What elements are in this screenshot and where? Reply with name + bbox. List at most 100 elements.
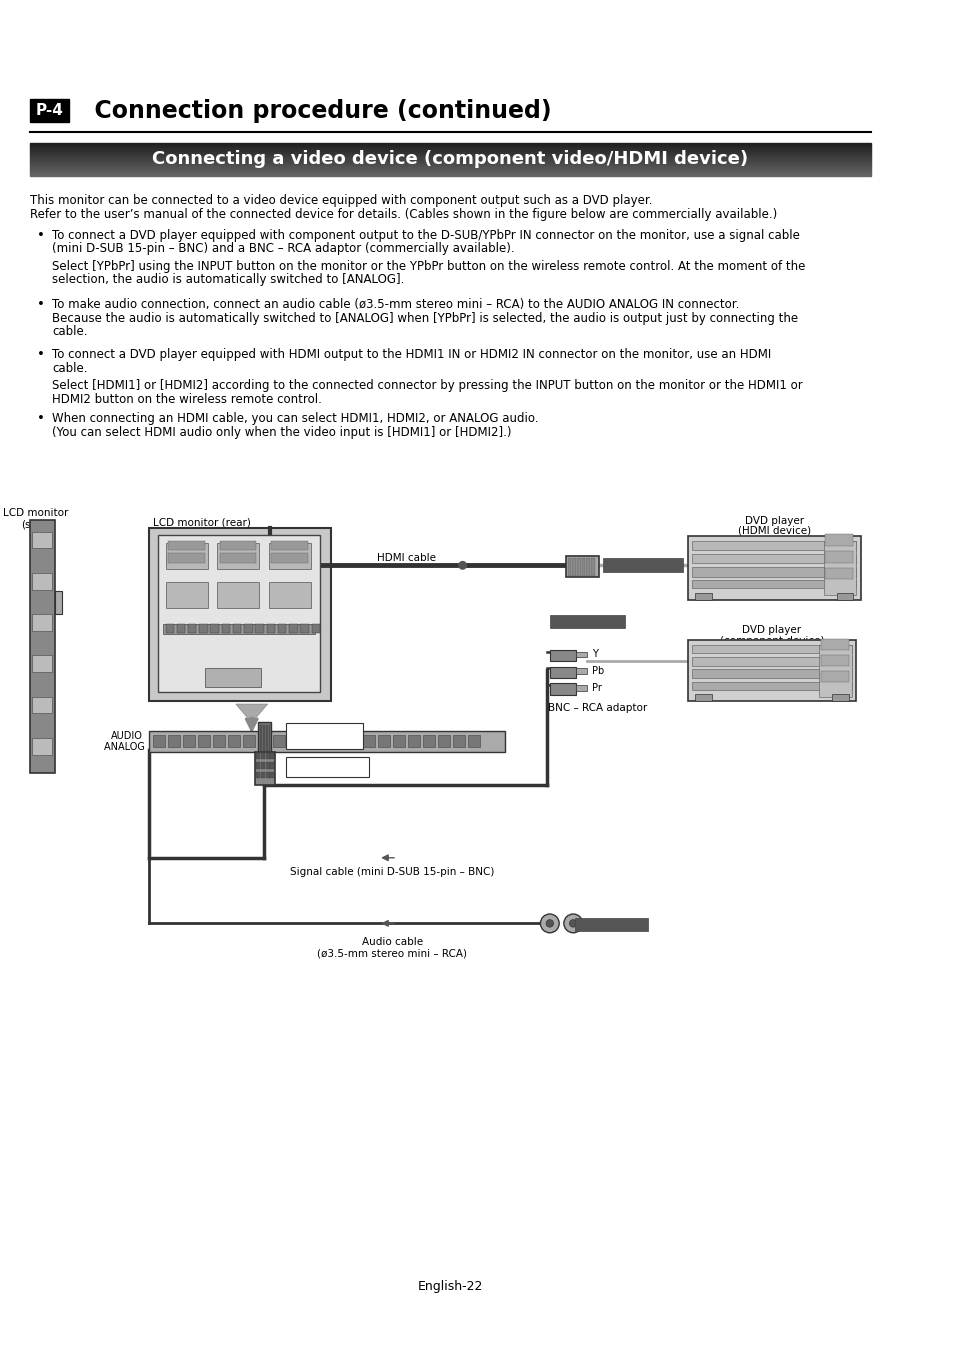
- Text: selection, the audio is automatically switched to [ANALOG].: selection, the audio is automatically sw…: [52, 273, 404, 286]
- Bar: [261, 763, 265, 768]
- Bar: [453, 734, 464, 747]
- Text: P-4: P-4: [35, 103, 63, 119]
- Bar: [30, 520, 55, 774]
- Text: To connect a DVD player equipped with component output to the D-SUB/YPbPr IN con: To connect a DVD player equipped with co…: [52, 230, 800, 242]
- Bar: [312, 625, 320, 633]
- Bar: [575, 918, 647, 932]
- Text: To video output: To video output: [550, 630, 624, 639]
- Bar: [269, 582, 311, 609]
- Text: Pb: Pb: [592, 667, 603, 676]
- Text: To HDMI output: To HDMI output: [605, 560, 679, 568]
- Text: To connect a DVD player equipped with HDMI output to the HDMI1 IN or HDMI2 IN co: To connect a DVD player equipped with HD…: [52, 348, 771, 362]
- Text: (You can select HDMI audio only when the video input is [HDMI1] or [HDMI2].): (You can select HDMI audio only when the…: [52, 425, 511, 439]
- Circle shape: [545, 919, 553, 927]
- Text: HDMI2 IN: HDMI2 IN: [301, 738, 348, 748]
- Text: To make audio connection, connect an audio cable (ø3.5-mm stereo mini – RCA) to : To make audio connection, connect an aud…: [52, 298, 739, 312]
- Bar: [32, 532, 52, 548]
- Text: LCD monitor (rear): LCD monitor (rear): [153, 517, 251, 528]
- Bar: [576, 668, 587, 674]
- Bar: [824, 568, 853, 579]
- Circle shape: [563, 914, 582, 933]
- Bar: [205, 668, 261, 687]
- Bar: [261, 753, 265, 759]
- Text: ANALOG IN: ANALOG IN: [104, 741, 158, 752]
- Text: cable.: cable.: [52, 362, 88, 375]
- Bar: [820, 655, 848, 666]
- Bar: [393, 734, 404, 747]
- Bar: [333, 734, 344, 747]
- Text: •: •: [37, 412, 45, 425]
- Circle shape: [458, 562, 466, 570]
- Bar: [153, 734, 165, 747]
- Bar: [258, 734, 270, 747]
- Bar: [831, 694, 848, 701]
- Bar: [176, 625, 185, 633]
- Text: (ø3.5-mm stereo mini – RCA): (ø3.5-mm stereo mini – RCA): [317, 949, 467, 958]
- Bar: [243, 734, 254, 747]
- Bar: [692, 645, 851, 653]
- Bar: [258, 722, 272, 752]
- Bar: [165, 543, 208, 570]
- Bar: [549, 649, 576, 662]
- Bar: [822, 541, 856, 595]
- Text: When connecting an HDMI cable, you can select HDMI1, HDMI2, or ANALOG audio.: When connecting an HDMI cable, you can s…: [52, 412, 538, 425]
- Bar: [32, 697, 52, 713]
- Bar: [289, 625, 297, 633]
- Bar: [363, 734, 375, 747]
- Bar: [256, 772, 260, 778]
- Text: DVD player: DVD player: [741, 625, 801, 636]
- Bar: [188, 625, 196, 633]
- Bar: [591, 558, 594, 575]
- Bar: [32, 738, 52, 755]
- Bar: [303, 734, 314, 747]
- Bar: [269, 543, 311, 570]
- Bar: [577, 558, 580, 575]
- Bar: [32, 655, 52, 672]
- Bar: [244, 625, 253, 633]
- Text: LCD monitor: LCD monitor: [4, 508, 69, 518]
- Bar: [288, 734, 299, 747]
- Bar: [256, 753, 260, 759]
- Bar: [576, 686, 587, 691]
- Bar: [272, 541, 308, 551]
- Bar: [286, 722, 363, 749]
- Bar: [165, 625, 173, 633]
- Bar: [572, 558, 576, 575]
- Bar: [549, 683, 576, 695]
- Text: BNC – RCA adaptor: BNC – RCA adaptor: [547, 703, 646, 713]
- Bar: [271, 753, 274, 759]
- Bar: [158, 536, 320, 691]
- Text: AUDIO: AUDIO: [112, 732, 143, 741]
- Bar: [820, 671, 848, 682]
- Bar: [423, 734, 434, 747]
- Polygon shape: [235, 705, 268, 717]
- Bar: [256, 763, 260, 768]
- Bar: [820, 640, 848, 649]
- Bar: [695, 694, 711, 701]
- Bar: [149, 732, 504, 752]
- Bar: [824, 551, 853, 563]
- Bar: [824, 535, 853, 545]
- Bar: [149, 528, 331, 701]
- Bar: [198, 734, 210, 747]
- Bar: [199, 625, 208, 633]
- Bar: [254, 752, 274, 784]
- Bar: [266, 763, 270, 768]
- Text: cable.: cable.: [52, 325, 88, 339]
- Bar: [55, 591, 62, 614]
- Text: (mini D-SUB 15-pin – BNC) and a BNC – RCA adaptor (commercially available).: (mini D-SUB 15-pin – BNC) and a BNC – RC…: [52, 243, 515, 255]
- Bar: [272, 554, 308, 563]
- Text: HDMI cable: HDMI cable: [376, 554, 436, 563]
- Bar: [211, 625, 218, 633]
- Bar: [300, 625, 309, 633]
- Bar: [565, 556, 598, 576]
- Bar: [219, 554, 256, 563]
- Bar: [581, 558, 585, 575]
- Bar: [348, 734, 359, 747]
- Bar: [263, 725, 265, 751]
- Text: (HDMI device): (HDMI device): [737, 526, 810, 536]
- Bar: [318, 734, 329, 747]
- Text: Connecting a video device (component video/HDMI device): Connecting a video device (component vid…: [152, 150, 748, 169]
- Bar: [687, 640, 856, 701]
- Bar: [266, 725, 268, 751]
